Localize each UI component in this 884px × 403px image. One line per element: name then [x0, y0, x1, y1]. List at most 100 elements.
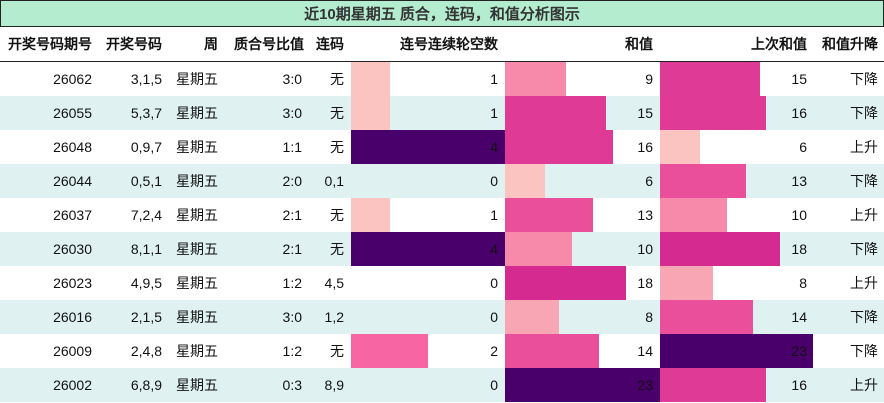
sum-bar [505, 164, 546, 198]
cell-issue: 26016 [53, 309, 92, 325]
cell-issue: 26048 [53, 139, 92, 155]
cell-trend: 下降 [850, 71, 878, 87]
cell-prime-ratio: 1:2 [282, 343, 302, 359]
cell-weekday: 星期五 [176, 139, 218, 155]
cell-issue: 26062 [53, 71, 92, 87]
table-row: 26030 8,1,1 星期五 2:1 无 4 10 18 下降 [0, 232, 884, 266]
prev-sum-bar [660, 164, 747, 198]
cell-prev-sum: 15 [791, 71, 807, 87]
cell-gap: 0 [490, 309, 498, 325]
cell-prime-ratio: 0:3 [282, 377, 302, 393]
cell-gap: 1 [490, 105, 498, 121]
header-row: 开奖号码期号 开奖号码 周 质合号比值 连码 连号连续轮空数 和值 上次和值 和… [0, 27, 884, 62]
cell-numbers: 0,9,7 [130, 139, 162, 155]
cell-trend: 下降 [850, 241, 878, 257]
cell-gap: 1 [490, 207, 498, 223]
cell-numbers: 4,9,5 [130, 275, 162, 291]
sum-bar [505, 334, 600, 368]
header-issue: 开奖号码期号 [8, 36, 92, 52]
cell-weekday: 星期五 [176, 207, 218, 223]
cell-issue: 26055 [53, 105, 92, 121]
prev-sum-bar [660, 368, 767, 402]
prev-sum-bar [660, 130, 700, 164]
header-prime-ratio: 质合号比值 [234, 36, 304, 52]
prev-sum-bar [660, 266, 714, 300]
cell-prev-sum: 23 [791, 343, 807, 359]
table-row: 26055 5,3,7 星期五 3:0 无 1 15 16 下降 [0, 96, 884, 130]
prev-sum-bar [660, 300, 754, 334]
sum-bar [505, 198, 593, 232]
header-prev-sum: 上次和值 [751, 36, 807, 52]
table-row: 26048 0,9,7 星期五 1:1 无 4 16 6 上升 [0, 130, 884, 164]
gap-bar [351, 232, 505, 266]
cell-numbers: 7,2,4 [130, 207, 162, 223]
cell-sum: 9 [645, 71, 653, 87]
header-weekday: 周 [204, 36, 218, 52]
cell-numbers: 8,1,1 [130, 241, 162, 257]
cell-weekday: 星期五 [176, 343, 218, 359]
cell-consecutive: 无 [330, 105, 344, 121]
cell-trend: 下降 [850, 173, 878, 189]
cell-gap: 0 [490, 173, 498, 189]
cell-trend: 上升 [850, 139, 878, 155]
cell-numbers: 2,1,5 [130, 309, 162, 325]
cell-prime-ratio: 3:0 [282, 71, 302, 87]
cell-consecutive: 4,5 [324, 275, 344, 291]
cell-consecutive: 1,2 [324, 309, 344, 325]
cell-prev-sum: 14 [791, 309, 807, 325]
gap-bar [351, 334, 428, 368]
cell-prev-sum: 16 [791, 377, 807, 393]
cell-numbers: 2,4,8 [130, 343, 162, 359]
table-row: 26062 3,1,5 星期五 3:0 无 1 9 15 下降 [0, 62, 884, 96]
cell-consecutive: 8,9 [324, 377, 344, 393]
cell-sum: 13 [637, 207, 653, 223]
cell-prime-ratio: 2:0 [282, 173, 302, 189]
cell-gap: 4 [490, 241, 498, 257]
cell-gap: 0 [490, 377, 498, 393]
cell-consecutive: 0,1 [324, 173, 344, 189]
cell-issue: 26044 [53, 173, 92, 189]
cell-issue: 26037 [53, 207, 92, 223]
cell-weekday: 星期五 [176, 71, 218, 87]
cell-sum: 14 [637, 343, 653, 359]
table-row: 26037 7,2,4 星期五 2:1 无 1 13 10 上升 [0, 198, 884, 232]
cell-prime-ratio: 1:1 [282, 139, 302, 155]
cell-numbers: 6,8,9 [130, 377, 162, 393]
cell-prev-sum: 10 [791, 207, 807, 223]
prev-sum-bar [660, 232, 780, 266]
sum-bar [505, 368, 660, 402]
cell-gap: 2 [490, 343, 498, 359]
cell-trend: 下降 [850, 343, 878, 359]
header-consecutive: 连码 [316, 36, 344, 52]
cell-numbers: 3,1,5 [130, 71, 162, 87]
cell-trend: 上升 [850, 275, 878, 291]
header-numbers: 开奖号码 [106, 36, 162, 52]
cell-prev-sum: 13 [791, 173, 807, 189]
header-consecutive-gap: 连号连续轮空数 [400, 36, 498, 52]
cell-consecutive: 无 [330, 71, 344, 87]
cell-consecutive: 无 [330, 241, 344, 257]
cell-sum: 18 [637, 275, 653, 291]
cell-issue: 26002 [53, 377, 92, 393]
table-row: 26002 6,8,9 星期五 0:3 8,9 0 23 16 上升 [0, 368, 884, 402]
cell-prime-ratio: 2:1 [282, 241, 302, 257]
table-row: 26044 0,5,1 星期五 2:0 0,1 0 6 13 下降 [0, 164, 884, 198]
cell-prev-sum: 6 [799, 139, 807, 155]
header-trend: 和值升降 [822, 36, 878, 52]
cell-consecutive: 无 [330, 139, 344, 155]
cell-numbers: 0,5,1 [130, 173, 162, 189]
cell-weekday: 星期五 [176, 105, 218, 121]
cell-prev-sum: 16 [791, 105, 807, 121]
cell-sum: 8 [645, 309, 653, 325]
cell-gap: 4 [490, 139, 498, 155]
cell-sum: 10 [637, 241, 653, 257]
sum-bar [505, 130, 613, 164]
table-row: 26023 4,9,5 星期五 1:2 4,5 0 18 8 上升 [0, 266, 884, 300]
prev-sum-bar [660, 62, 760, 96]
cell-gap: 0 [490, 275, 498, 291]
sum-bar [505, 300, 559, 334]
cell-prime-ratio: 1:2 [282, 275, 302, 291]
cell-sum: 23 [637, 377, 653, 393]
cell-prev-sum: 8 [799, 275, 807, 291]
gap-bar [351, 130, 505, 164]
